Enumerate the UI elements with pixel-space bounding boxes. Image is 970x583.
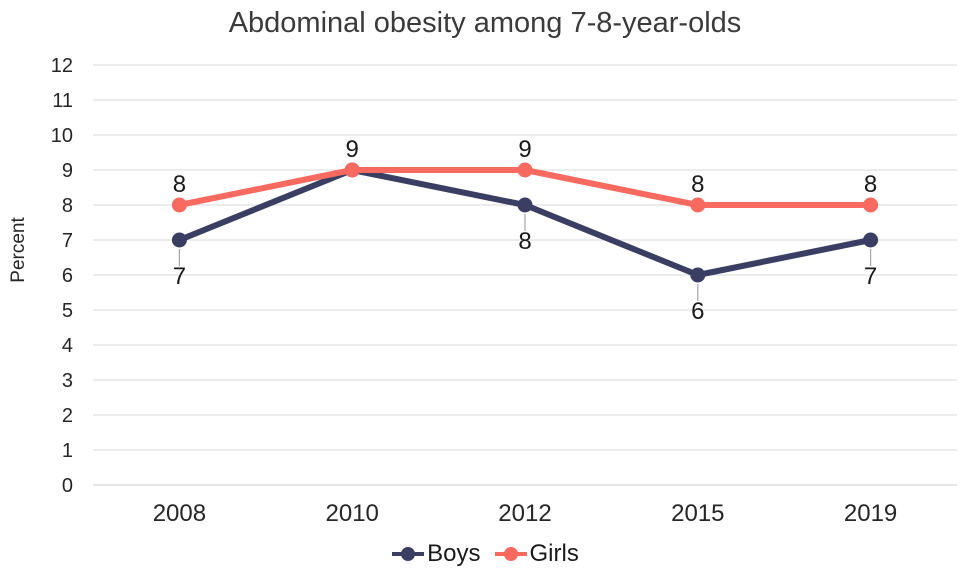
x-tick-label: 2019 xyxy=(844,500,897,527)
y-tick-label: 4 xyxy=(62,335,73,357)
y-tick-label: 0 xyxy=(62,475,73,497)
boys-series-marker-icon xyxy=(392,547,425,561)
data-label-girls: 9 xyxy=(346,136,359,163)
y-tick-label: 6 xyxy=(62,265,73,287)
y-tick-label: 12 xyxy=(51,55,73,77)
data-point-girls xyxy=(171,197,187,213)
legend-label-boys: Boys xyxy=(427,540,481,567)
y-tick-label: 11 xyxy=(52,90,73,112)
data-label-boys: 6 xyxy=(691,298,704,325)
x-tick-label: 2015 xyxy=(671,500,724,527)
x-tick-label: 2012 xyxy=(498,500,551,527)
data-label-girls: 9 xyxy=(518,136,531,163)
data-label-girls: 8 xyxy=(864,171,877,198)
data-point-boys xyxy=(863,232,879,248)
data-point-boys xyxy=(690,267,706,283)
data-label-girls: 8 xyxy=(691,171,704,198)
y-tick-label: 7 xyxy=(62,230,73,252)
y-tick-label: 10 xyxy=(51,125,73,147)
data-label-boys: 7 xyxy=(173,263,186,290)
y-axis-title: Percent xyxy=(8,217,29,283)
data-point-girls xyxy=(517,162,533,178)
girls-series-marker-icon xyxy=(494,547,527,561)
y-tick-label: 9 xyxy=(62,160,73,182)
y-tick-label: 5 xyxy=(62,300,73,322)
y-tick-label: 3 xyxy=(62,370,73,392)
legend: Boys Girls xyxy=(0,539,970,569)
boys-legend-dot xyxy=(401,547,416,561)
data-label-boys: 7 xyxy=(864,263,877,290)
x-tick-label: 2008 xyxy=(153,500,206,527)
y-tick-label: 1 xyxy=(62,440,73,462)
legend-item-boys: Boys xyxy=(391,540,481,568)
girls-legend-dot xyxy=(503,547,518,561)
data-point-boys xyxy=(171,232,187,248)
y-tick-label: 8 xyxy=(62,195,73,217)
data-point-girls xyxy=(863,197,879,213)
data-point-girls xyxy=(690,197,706,213)
x-tick-label: 2010 xyxy=(326,500,379,527)
data-label-girls: 8 xyxy=(173,171,186,198)
y-tick-label: 2 xyxy=(62,405,73,427)
data-label-boys: 8 xyxy=(518,228,531,255)
legend-label-girls: Girls xyxy=(529,540,579,567)
data-point-girls xyxy=(344,162,360,178)
data-point-boys xyxy=(517,197,533,213)
legend-item-girls: Girls xyxy=(494,540,579,568)
chart-title: Abdominal obesity among 7-8-year-olds xyxy=(228,7,742,39)
